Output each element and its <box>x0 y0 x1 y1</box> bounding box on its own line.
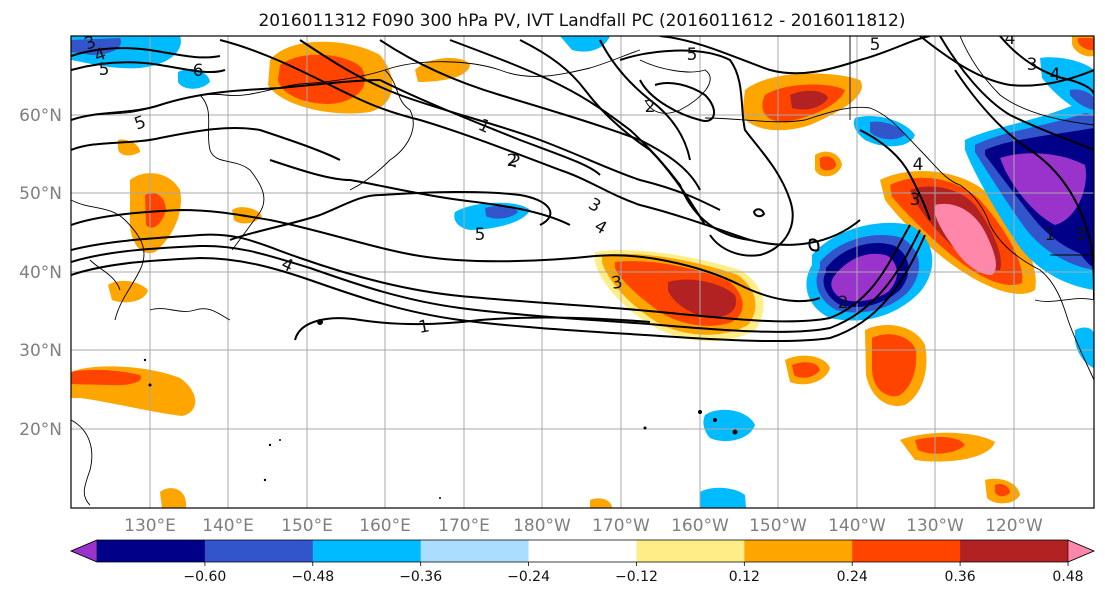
colorbar: −0.60 −0.48 −0.36 −0.24 −0.12 0.12 0.24 0.36 0.4… <box>69 539 1096 585</box>
colorbar-swatch <box>636 540 745 562</box>
colorbar-tick-label: 0.48 <box>1052 569 1083 585</box>
lon-label: 180°W <box>513 516 571 536</box>
lon-label: 160°W <box>671 516 729 536</box>
colorbar-swatch <box>204 540 314 562</box>
colorbar-swatch <box>1067 539 1095 563</box>
lon-label: 130°E <box>124 516 176 536</box>
pv-contours <box>71 36 1094 343</box>
colorbar-swatch <box>70 539 98 563</box>
contour-label: 4 <box>1005 29 1016 49</box>
colorbar-swatch <box>97 540 206 562</box>
lat-label: 30°N <box>19 341 62 361</box>
contour-label: 3 <box>910 190 921 210</box>
colorbar-swatch <box>528 540 637 562</box>
map-field: 1 2 3 4 5 6 1 2 3 4 5 3 4 5 2 3 4 5 2 3 … <box>71 29 1094 508</box>
lat-label: 50°N <box>19 184 62 204</box>
contour-label: 2 <box>507 151 518 171</box>
lon-label: 130°W <box>906 516 964 536</box>
colorbar-swatch <box>960 540 1069 562</box>
lon-label: 170°W <box>592 516 650 536</box>
lat-label: 20°N <box>19 420 62 440</box>
contour-label: 5 <box>475 225 486 245</box>
lon-label: 150°W <box>749 516 807 536</box>
lon-label: 120°W <box>985 516 1043 536</box>
lon-label: 160°E <box>359 516 411 536</box>
contour-label: 3 <box>82 32 99 54</box>
colorbar-swatch <box>744 540 853 562</box>
contour-label: 6 <box>193 61 204 81</box>
latitude-labels: 60°N 50°N 40°N 30°N 20°N <box>19 106 62 440</box>
colorbar-swatch <box>312 540 422 562</box>
contour-label: 1 <box>417 316 431 338</box>
colorbar-tick-label: 0.12 <box>729 569 760 585</box>
contour-label: 2 <box>838 293 849 313</box>
lon-label: 150°E <box>281 516 333 536</box>
map-frame <box>70 35 1095 509</box>
colorbar-tick-label: −0.36 <box>399 569 442 585</box>
contour-label: 4 <box>913 155 924 175</box>
contour-label: 1 <box>1045 225 1056 245</box>
colorbar-tick-label: −0.48 <box>291 569 334 585</box>
pv-contour-labels: 1 2 3 4 5 6 1 2 3 4 5 3 4 5 2 3 4 5 2 3 … <box>82 29 1086 338</box>
colorbar-tick-label: −0.24 <box>507 569 550 585</box>
graticule <box>71 36 1094 508</box>
contour-label: 2 <box>645 97 656 117</box>
colorbar-swatch <box>420 540 530 562</box>
contour-label: 3 <box>1075 225 1086 245</box>
colorbar-swatch <box>852 540 961 562</box>
contour-label: 4 <box>1050 65 1061 85</box>
colorbar-tick-label: −0.60 <box>183 569 226 585</box>
lon-label: 170°E <box>438 516 490 536</box>
colorbar-tick-label: 0.36 <box>945 569 976 585</box>
contour-label: 3 <box>610 272 624 294</box>
lon-label: 140°E <box>202 516 254 536</box>
contour-label: 3 <box>1027 55 1038 75</box>
lat-label: 40°N <box>19 263 62 283</box>
longitude-labels: 130°E 140°E 150°E 160°E 170°E 180°W 170°… <box>124 516 1043 536</box>
contour-label: 5 <box>99 60 110 80</box>
lon-label: 140°W <box>828 516 886 536</box>
colorbar-outline <box>69 539 1096 563</box>
map-title: 2016011312 F090 300 hPa PV, IVT Landfall… <box>258 11 905 31</box>
negative-anomaly-shading <box>71 36 1094 508</box>
contour-label: 5 <box>687 45 698 65</box>
colorbar-tick-label: −0.12 <box>615 569 658 585</box>
colorbar-tick-label: 0.24 <box>837 569 868 585</box>
contour-label: 5 <box>870 35 881 55</box>
lat-label: 60°N <box>19 106 62 126</box>
